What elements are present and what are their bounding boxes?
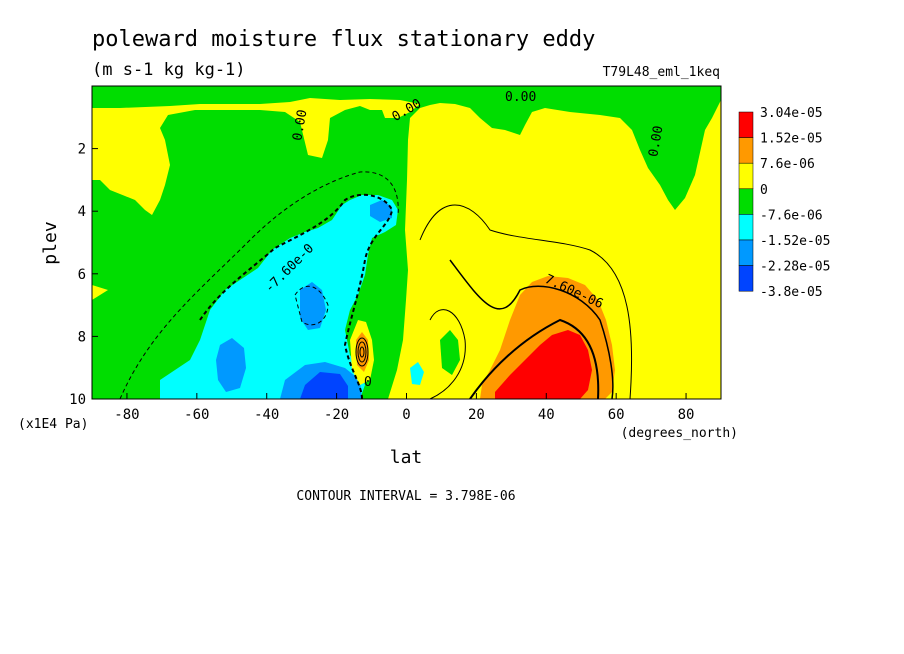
- region-small-blue: [410, 362, 424, 385]
- y-tick-label: 4: [78, 204, 86, 220]
- region-nh-red: [495, 330, 592, 399]
- colorbar-label: 3.04e-05: [760, 106, 823, 121]
- y-tick-label: 6: [78, 267, 86, 283]
- x-tick-label: 80: [678, 407, 695, 423]
- colorbar-swatch: [738, 111, 754, 138]
- colorbar-label: -7.6e-06: [760, 208, 823, 223]
- x-tick-label: 0: [402, 407, 410, 423]
- y-tick-label: 10: [69, 392, 86, 408]
- region-blue-4: [300, 372, 348, 399]
- x-tick-label: 40: [538, 407, 555, 423]
- contour-ring-2: [357, 341, 367, 363]
- y-axis-label: plev: [40, 221, 61, 264]
- contour-interval: CONTOUR INTERVAL = 3.798E-06: [296, 489, 515, 504]
- colorbar-swatch: [738, 214, 754, 241]
- contour-ring-1: [355, 337, 369, 367]
- contour-nh-2: [449, 259, 614, 399]
- y-axis-units: (x1E4 Pa): [18, 417, 88, 432]
- colorbar-label: -3.8e-05: [760, 285, 823, 300]
- colorbar-label: -2.28e-05: [760, 260, 830, 275]
- contour-label-3: 0.00: [290, 108, 310, 141]
- x-axis: -80 -60 -40 -20 0 20 40 60 80: [114, 393, 694, 423]
- x-tick-label: 20: [468, 407, 485, 423]
- contour-sh-2: [199, 193, 394, 399]
- contour-sh-3: [294, 285, 329, 326]
- contour-label-7: 0: [364, 375, 372, 390]
- chart-title: poleward moisture flux stationary eddy: [92, 27, 595, 52]
- chart-subtitle: (m s-1 kg kg-1): [92, 60, 246, 80]
- region-blue-1: [216, 338, 246, 392]
- region-blue-5: [370, 200, 392, 222]
- colorbar-label: 1.52e-05: [760, 132, 823, 147]
- colorbar-swatch: [738, 265, 754, 292]
- colorbar-swatch: [738, 239, 754, 266]
- y-axis: 2 4 6 8 10: [69, 142, 98, 408]
- colorbar-legend: 3.04e-05 1.52e-05 7.6e-06 0 -7.6e-06 -1.52e-0…: [738, 106, 830, 300]
- dataset-label: T79L48_eml_1keq: [603, 65, 720, 80]
- region-yellow-patch-1: [92, 108, 130, 175]
- contour-label-4: 0.00: [646, 125, 666, 158]
- plot-area: 0.00 0.00 0.00 0.00 -7.60e-0 7.60e-06 0: [91, 85, 722, 400]
- contour-sh-1: [119, 171, 399, 399]
- x-axis-units: (degrees_north): [621, 426, 738, 441]
- x-tick-label: -80: [114, 407, 139, 423]
- contour-nh-3: [469, 318, 600, 399]
- colorbar-label: 7.6e-06: [760, 157, 815, 172]
- contour-label-1: 0.00: [505, 90, 536, 105]
- contour-nh-1: [419, 204, 633, 399]
- colorbar-swatch: [738, 137, 754, 164]
- region-yellow-patch-2: [300, 103, 322, 140]
- colorbar-swatch: [738, 188, 754, 215]
- contour-nh-4: [429, 309, 466, 399]
- region-blue-2: [300, 282, 326, 330]
- colorbar-label: 0: [760, 183, 768, 198]
- x-tick-label: -60: [184, 407, 209, 423]
- y-tick-label: 2: [78, 142, 86, 158]
- colorbar-swatch: [738, 162, 754, 190]
- x-axis-label: lat: [390, 447, 423, 468]
- contour-ring-3: [359, 346, 365, 358]
- x-tick-label: -40: [254, 407, 279, 423]
- y-tick-label: 8: [78, 329, 86, 345]
- x-tick-label: -20: [324, 407, 349, 423]
- region-green-blob: [440, 330, 460, 375]
- colorbar-label: -1.52e-05: [760, 234, 830, 249]
- x-tick-label: 60: [608, 407, 625, 423]
